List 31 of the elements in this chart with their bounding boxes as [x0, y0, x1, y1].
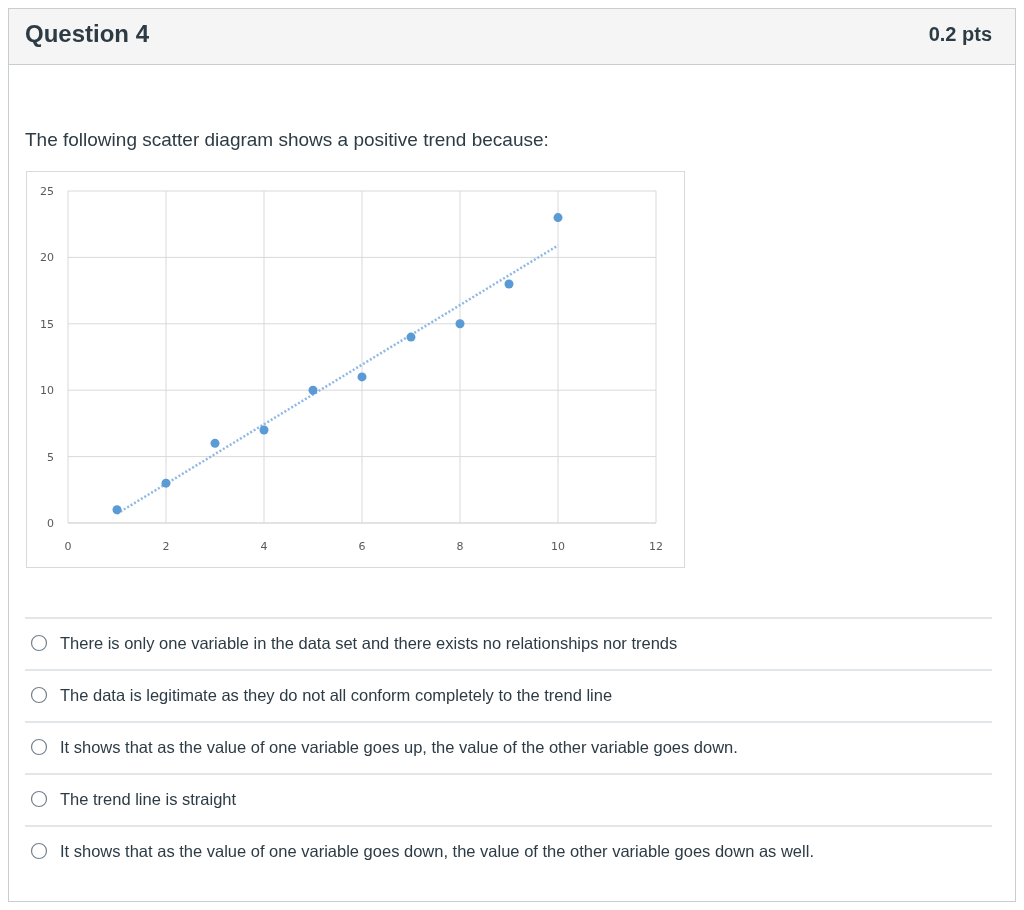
x-tick-label: 2 — [162, 540, 170, 553]
point — [357, 372, 367, 382]
point — [308, 385, 318, 395]
x-tick-label: 10 — [551, 540, 565, 553]
chart-title: The following scatter diagram shows a positive trend because: — [25, 129, 549, 150]
text: The data is legitimate as they do not all conform completely to the trend line — [60, 686, 613, 704]
x-tick-label: 8 — [456, 540, 464, 553]
text: 0.2 pts — [928, 23, 992, 45]
y-tick-label: 5 — [47, 450, 54, 464]
text: It shows that as the value of one variable goes down, the value of the other variable goes down as well. — [60, 842, 814, 860]
point — [455, 319, 465, 329]
text: It shows that as the value of one variable goes up, the value of the other variable goes down. — [60, 738, 738, 756]
y-tick-label: 25 — [40, 185, 54, 198]
point — [553, 213, 563, 223]
point — [210, 438, 220, 448]
y-tick-label: 10 — [40, 384, 54, 398]
point — [504, 279, 514, 289]
point — [161, 478, 171, 488]
text: Question 4 — [25, 20, 150, 47]
point — [406, 332, 416, 342]
x-tick-label: 6 — [358, 540, 366, 553]
y-tick-label: 20 — [40, 251, 54, 265]
y-tick-label: 0 — [47, 517, 54, 530]
text: The trend line is straight — [60, 790, 237, 808]
text: There is only one variable in the data set and there exists no relationships nor trends — [60, 634, 678, 652]
x-tick-label: 12 — [649, 540, 663, 553]
point — [259, 425, 269, 435]
x-tick-label: 0 — [64, 540, 72, 553]
x-tick-label: 4 — [260, 540, 268, 553]
y-tick-label: 15 — [40, 317, 54, 331]
point — [112, 505, 122, 515]
